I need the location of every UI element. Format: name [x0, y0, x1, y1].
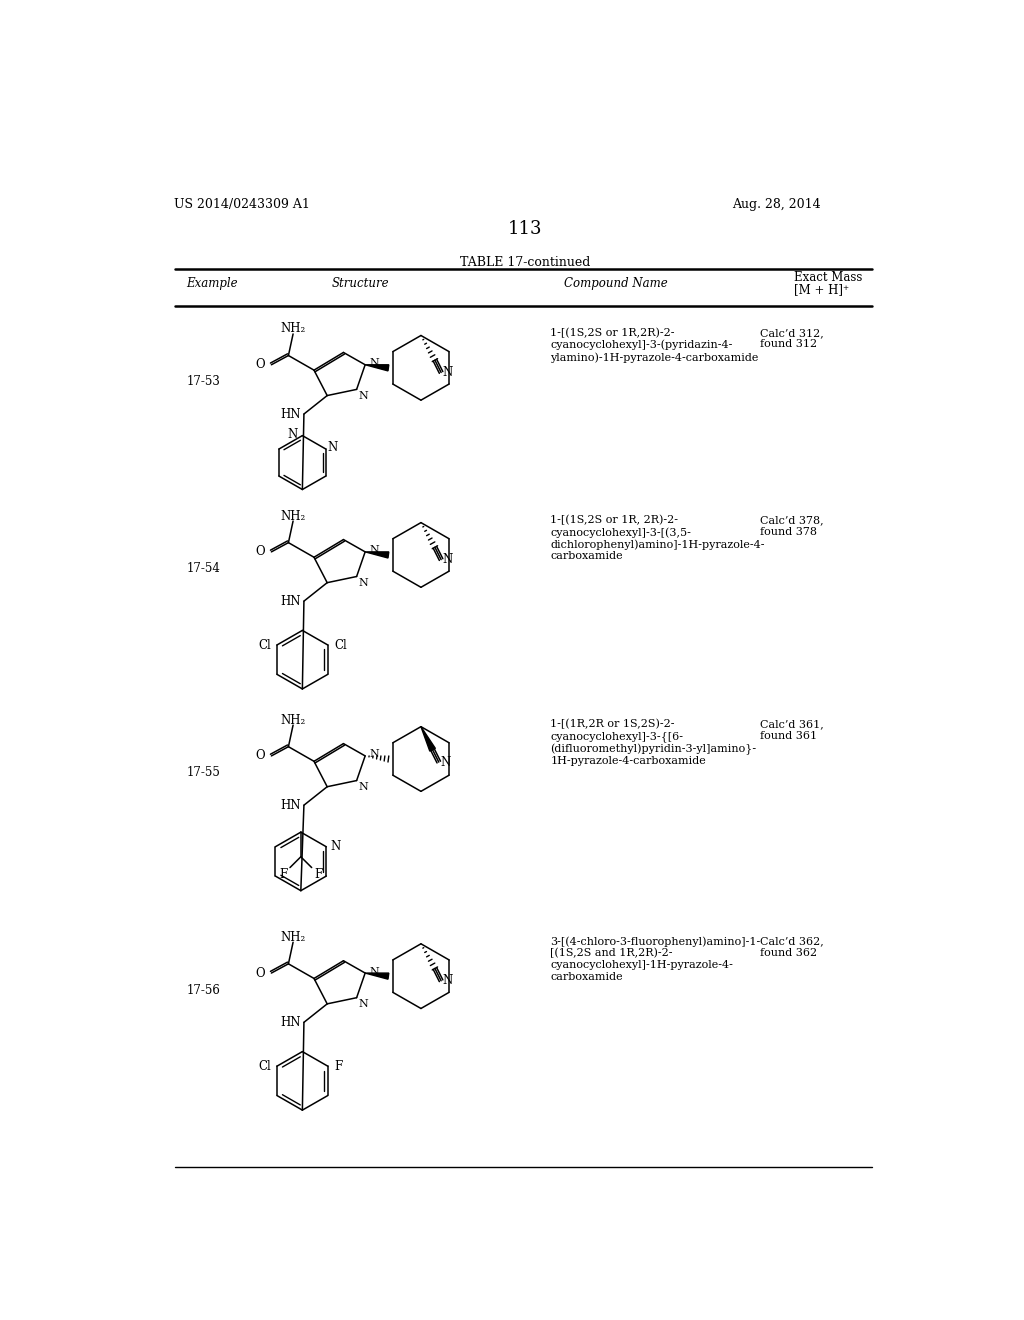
Text: Calc’d 362,
found 362: Calc’d 362, found 362	[760, 936, 823, 958]
Text: US 2014/0243309 A1: US 2014/0243309 A1	[174, 198, 310, 211]
Text: HN: HN	[281, 408, 301, 421]
Text: [M + H]⁺: [M + H]⁺	[795, 282, 850, 296]
Text: F: F	[334, 1060, 342, 1073]
Text: HN: HN	[281, 594, 301, 607]
Text: N: N	[359, 391, 369, 401]
Text: F: F	[314, 867, 323, 880]
Text: 17-56: 17-56	[186, 983, 220, 997]
Text: TABLE 17-continued: TABLE 17-continued	[460, 256, 590, 269]
Text: Compound Name: Compound Name	[564, 277, 668, 289]
Text: N: N	[442, 974, 453, 987]
Text: N: N	[359, 578, 369, 587]
Text: 1-[(1S,2S or 1R, 2R)-2-
cyanocyclohexyl]-3-[(3,5-
dichlorophenyl)amino]-1H-pyraz: 1-[(1S,2S or 1R, 2R)-2- cyanocyclohexyl]…	[550, 515, 765, 561]
Text: O: O	[256, 750, 265, 763]
Text: N: N	[442, 366, 453, 379]
Text: Aug. 28, 2014: Aug. 28, 2014	[732, 198, 821, 211]
Text: Exact Mass: Exact Mass	[795, 271, 863, 284]
Text: N: N	[288, 428, 298, 441]
Text: Cl: Cl	[334, 639, 347, 652]
Text: HN: HN	[281, 1016, 301, 1028]
Text: NH₂: NH₂	[281, 510, 306, 523]
Text: Cl: Cl	[258, 1060, 270, 1073]
Text: N: N	[369, 545, 379, 556]
Text: Example: Example	[186, 277, 238, 289]
Polygon shape	[366, 364, 389, 371]
Polygon shape	[366, 973, 389, 979]
Text: Cl: Cl	[258, 639, 270, 652]
Text: N: N	[328, 441, 338, 454]
Polygon shape	[366, 552, 389, 558]
Text: N: N	[359, 781, 369, 792]
Text: 113: 113	[508, 220, 542, 238]
Text: 17-53: 17-53	[186, 375, 220, 388]
Text: N: N	[442, 553, 453, 566]
Text: Calc’d 312,
found 312: Calc’d 312, found 312	[760, 327, 823, 350]
Text: NH₂: NH₂	[281, 931, 306, 944]
Text: F: F	[280, 867, 288, 880]
Text: N: N	[369, 358, 379, 368]
Text: HN: HN	[281, 799, 301, 812]
Polygon shape	[421, 726, 435, 751]
Text: N: N	[440, 755, 451, 768]
Text: NH₂: NH₂	[281, 322, 306, 335]
Text: 1-[(1S,2S or 1R,2R)-2-
cyanocyclohexyl]-3-(pyridazin-4-
ylamino)-1H-pyrazole-4-c: 1-[(1S,2S or 1R,2R)-2- cyanocyclohexyl]-…	[550, 327, 759, 363]
Text: O: O	[256, 545, 265, 558]
Text: 17-55: 17-55	[186, 767, 220, 779]
Text: 1-[(1R,2R or 1S,2S)-2-
cyanocyclohexyl]-3-{[6-
(difluoromethyl)pyridin-3-yl]amin: 1-[(1R,2R or 1S,2S)-2- cyanocyclohexyl]-…	[550, 719, 757, 767]
Text: N: N	[369, 750, 379, 759]
Text: Calc’d 361,
found 361: Calc’d 361, found 361	[760, 719, 823, 741]
Text: O: O	[256, 358, 265, 371]
Text: NH₂: NH₂	[281, 714, 306, 726]
Text: Structure: Structure	[332, 277, 389, 289]
Text: Calc’d 378,
found 378: Calc’d 378, found 378	[760, 515, 823, 536]
Text: 3-[(4-chloro-3-fluorophenyl)amino]-1-
[(1S,2S and 1R,2R)-2-
cyanocyclohexyl]-1H-: 3-[(4-chloro-3-fluorophenyl)amino]-1- [(…	[550, 936, 761, 982]
Text: 17-54: 17-54	[186, 562, 220, 576]
Text: N: N	[359, 999, 369, 1010]
Text: N: N	[330, 841, 340, 853]
Text: O: O	[256, 966, 265, 979]
Text: N: N	[369, 966, 379, 977]
